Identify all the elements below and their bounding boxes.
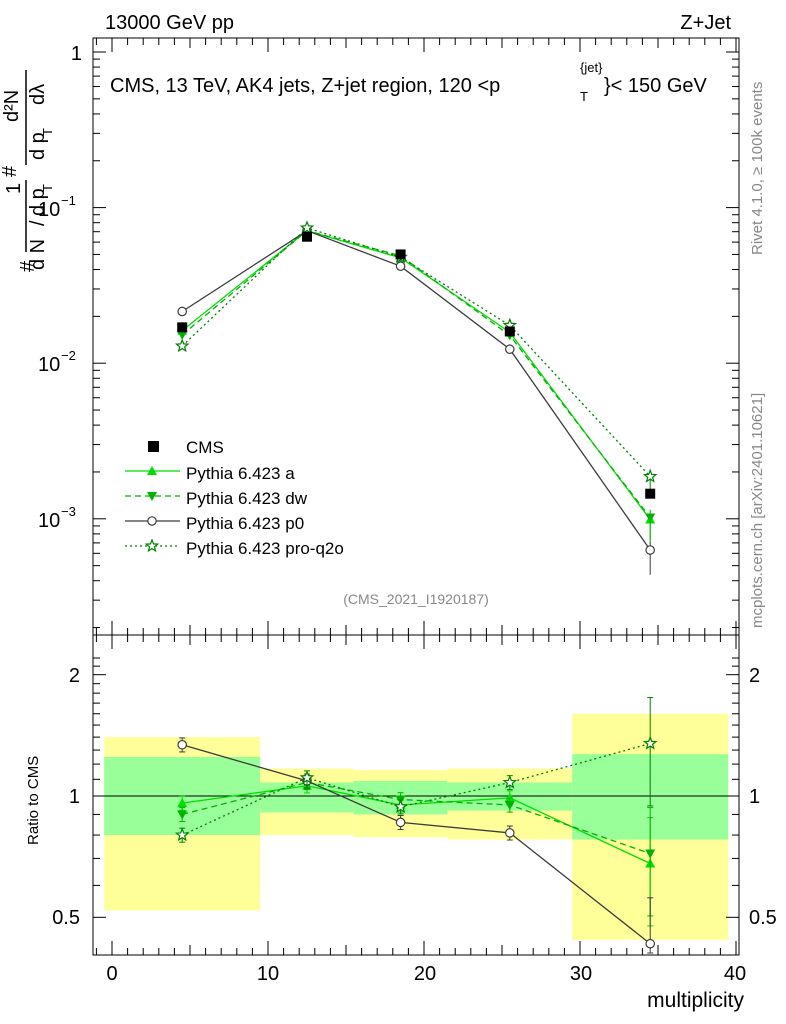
ratio-marker-1	[177, 810, 188, 820]
ylabel-hash-1: #	[17, 260, 39, 272]
ratio-ytick-1-left: 1	[69, 786, 80, 808]
ratio-series	[174, 697, 658, 954]
ratio-marker-2	[645, 938, 655, 949]
ratio-ytick-05-right: 0.5	[749, 907, 777, 929]
xtick-20: 20	[414, 963, 436, 985]
series-marker-2	[177, 306, 187, 317]
ratio-marker-0	[504, 792, 515, 802]
header-left: 13000 GeV pp	[105, 12, 234, 34]
series-line-1	[181, 229, 651, 518]
ytick-1e-1: 10 −1	[38, 193, 76, 221]
legend-marker-1	[147, 492, 157, 501]
xtick-0: 0	[106, 963, 117, 985]
series-marker-3	[642, 468, 658, 483]
ratio-marker-3	[502, 774, 518, 789]
ylabel-dN: d N	[27, 239, 49, 270]
ratio-panel	[92, 634, 740, 956]
ylabel-dpT-1: d p	[27, 188, 49, 216]
ylabel-one: 1	[3, 183, 25, 194]
ratio-marker-0	[177, 798, 188, 808]
ytick-1e-2-exp: −2	[61, 348, 76, 363]
ytick-1e-2-base: 10	[38, 354, 60, 376]
series-marker-1	[645, 513, 656, 523]
data-point	[177, 322, 188, 333]
ratio-marker-1	[645, 849, 656, 859]
ylabel-T-2: T	[40, 128, 55, 136]
legend-label-cms: CMS	[186, 438, 224, 457]
ytick-1e-3-base: 10	[38, 510, 60, 532]
legend-marker-2	[147, 516, 157, 526]
title-sub: T	[580, 89, 588, 104]
ratio-ytick-05-left: 0.5	[52, 907, 80, 929]
ratio-marker-3	[393, 799, 408, 814]
ylabel-dpT-2: d p	[27, 132, 49, 160]
legend-label-q2o: Pythia 6.423 pro-q2o	[186, 539, 344, 558]
xlabel: multiplicity	[647, 989, 744, 1012]
ylabel-T-1: T	[40, 184, 55, 192]
ratio-frame	[92, 634, 740, 956]
chart-title: CMS, 13 TeV, AK4 jets, Z+jet region, 120…	[110, 60, 708, 104]
ytick-1e-1-exp: −1	[61, 193, 76, 208]
series-marker-3	[299, 220, 315, 235]
main-series	[174, 220, 658, 575]
legend-marker-3	[144, 538, 160, 553]
ytick-1e-2: 10 −2	[38, 348, 76, 376]
ytick-1e-1-base: 10	[38, 199, 60, 221]
ylabel-hash-2: #	[0, 165, 21, 177]
ytick-1e-3-exp: −3	[61, 504, 76, 519]
legend-marker-cms	[148, 441, 159, 452]
ylabel-d2N: d²N	[1, 90, 23, 122]
ytick-1: 1	[71, 43, 82, 65]
legend-label-dw: Pythia 6.423 dw	[186, 489, 308, 508]
legend-label-a: Pythia 6.423 a	[186, 464, 295, 483]
rivet-label: Rivet 4.1.0, ≥ 100k events	[749, 82, 766, 255]
ratio-ytick-2-right: 2	[749, 665, 760, 687]
title-tail: }< 150 GeV	[604, 75, 708, 97]
legend: CMS Pythia 6.423 a Pythia 6.423 dw Pythi…	[125, 438, 344, 558]
data-point	[645, 488, 656, 499]
series-marker-2	[395, 261, 406, 272]
data-point	[395, 249, 406, 260]
ylabel-dlambda: dλ	[27, 84, 49, 105]
mcplots-label: mcplots.cern.ch [arXiv:2401.10621]	[749, 393, 766, 628]
main-ylabel: # 1 d N / d p T # d²N d p T dλ	[0, 70, 55, 272]
series-line-3	[181, 227, 651, 477]
ratio-marker-2	[177, 739, 187, 750]
series-marker-2	[645, 545, 655, 555]
ratio-ylabel: Ratio to CMS	[25, 756, 42, 845]
main-axis-ticks	[93, 38, 739, 635]
ytick-1e-3: 10 −3	[38, 504, 76, 532]
ratio-marker-1	[504, 800, 515, 810]
data-point	[504, 326, 515, 337]
legend-series	[125, 466, 180, 553]
ratio-marker-3	[174, 827, 190, 842]
ylabel-slash: /	[27, 220, 49, 226]
title-sup: {jet}	[580, 60, 603, 75]
ratio-marker-3	[642, 735, 658, 750]
series-marker-2	[504, 344, 515, 355]
legend-marker-0	[147, 466, 157, 475]
legend-label-p0: Pythia 6.423 p0	[186, 514, 304, 533]
series-marker-1	[177, 330, 188, 340]
ratio-ytick-1-right: 1	[749, 786, 760, 808]
ratio-axis-ticks	[93, 635, 739, 955]
ratio-marker-2	[395, 817, 406, 828]
xtick-40: 40	[724, 963, 746, 985]
ratio-marker-2	[504, 828, 515, 838]
xtick-10: 10	[257, 963, 279, 985]
data-point	[302, 231, 312, 242]
title-main: CMS, 13 TeV, AK4 jets, Z+jet region, 120…	[110, 75, 500, 97]
xtick-30: 30	[570, 963, 592, 985]
ratio-ytick-2-left: 2	[69, 665, 80, 687]
header-right: Z+Jet	[680, 12, 731, 34]
ratio-marker-3	[299, 770, 315, 784]
analysis-id: (CMS_2021_I1920187)	[343, 591, 489, 607]
series-marker-3	[174, 338, 190, 353]
